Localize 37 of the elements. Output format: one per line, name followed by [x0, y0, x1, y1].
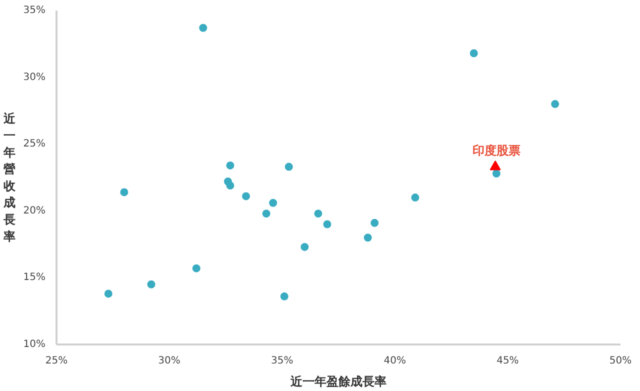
y-tick-label: 10%	[23, 339, 46, 350]
point	[370, 218, 379, 227]
y-tick-label: 15%	[23, 272, 46, 284]
point	[280, 292, 288, 300]
point	[226, 161, 234, 170]
point	[551, 100, 560, 108]
x-tick-label: 25%	[45, 356, 68, 366]
point	[192, 264, 200, 272]
x-tick-label: 45%	[496, 356, 519, 366]
y-tick-label: 35%	[23, 5, 46, 16]
point	[147, 280, 156, 288]
point	[411, 194, 420, 202]
point	[269, 198, 278, 207]
point	[262, 210, 270, 218]
x-tick-label: 40%	[384, 356, 406, 366]
point	[199, 24, 208, 32]
point	[364, 234, 372, 242]
point	[104, 290, 112, 298]
x-tick-label: 30%	[158, 356, 180, 366]
point	[300, 242, 309, 251]
annotation: 印度股票	[472, 143, 520, 158]
x-tick-label: 35%	[270, 356, 294, 366]
point	[490, 160, 501, 170]
y-axis-title: 近一年營收成長率	[2, 112, 16, 244]
point	[120, 188, 128, 196]
x-tick-label: 50%	[609, 356, 632, 366]
point	[242, 192, 250, 200]
y-tick-label: 30%	[23, 72, 46, 83]
point	[284, 162, 293, 171]
point	[226, 182, 234, 190]
point	[492, 170, 500, 178]
y-tick-label: 20%	[23, 205, 46, 216]
y-tick-label: 25%	[23, 138, 46, 150]
point	[470, 49, 478, 58]
point	[323, 220, 332, 228]
x-axis-title: 近一年盈餘成長率	[290, 374, 386, 388]
point	[314, 210, 322, 218]
